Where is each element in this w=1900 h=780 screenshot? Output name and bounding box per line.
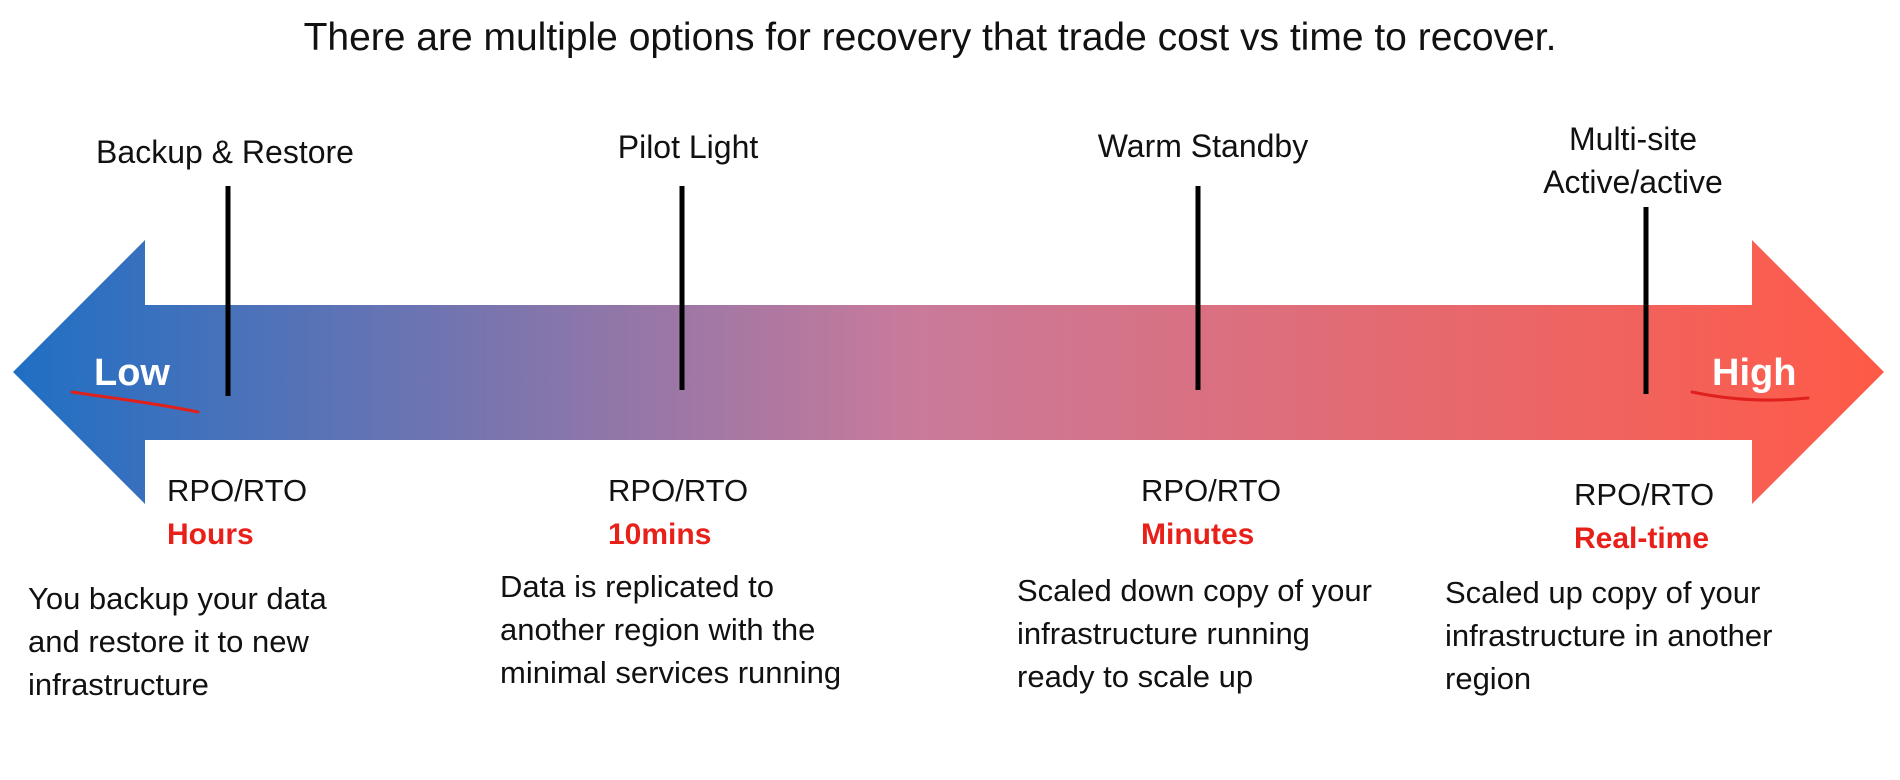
high-label: High bbox=[1712, 352, 1797, 394]
option-warm-standby-rpo-value: Minutes bbox=[1141, 518, 1255, 551]
option-warm-standby-marker bbox=[1195, 186, 1201, 390]
option-multi-site-marker bbox=[1643, 207, 1649, 394]
option-backup-restore-marker bbox=[225, 186, 231, 396]
option-backup-restore-description: You backup your data and restore it to n… bbox=[28, 581, 327, 702]
slide-title: There are multiple options for recovery … bbox=[303, 16, 1557, 59]
high-underline-annotation bbox=[1690, 390, 1810, 402]
option-multi-site-title: Multi-site Active/active bbox=[1543, 121, 1723, 200]
double-arrow-body bbox=[13, 240, 1884, 504]
option-multi-site-rpo-label: RPO/RTO bbox=[1574, 477, 1715, 512]
option-pilot-light-rpo-label: RPO/RTO bbox=[608, 473, 749, 508]
option-pilot-light-rpo-value: 10mins bbox=[608, 518, 712, 551]
option-pilot-light-description: Data is replicated to another region wit… bbox=[500, 569, 842, 690]
option-pilot-light-title: Pilot Light bbox=[617, 129, 759, 165]
option-warm-standby-description: Scaled down copy of your infrastructure … bbox=[1017, 573, 1372, 694]
option-backup-restore-rpo-label: RPO/RTO bbox=[167, 473, 308, 508]
option-pilot-light-marker bbox=[679, 186, 685, 390]
option-warm-standby-title: Warm Standby bbox=[1097, 128, 1309, 164]
low-label: Low bbox=[94, 352, 170, 394]
low-underline-annotation bbox=[70, 390, 200, 414]
option-warm-standby-rpo-label: RPO/RTO bbox=[1141, 473, 1282, 508]
option-multi-site-rpo-value: Real-time bbox=[1574, 522, 1710, 555]
option-backup-restore-title: Backup & Restore bbox=[96, 134, 354, 170]
option-backup-restore-rpo-value: Hours bbox=[167, 518, 254, 551]
option-multi-site-description: Scaled up copy of your infrastructure in… bbox=[1445, 575, 1773, 696]
